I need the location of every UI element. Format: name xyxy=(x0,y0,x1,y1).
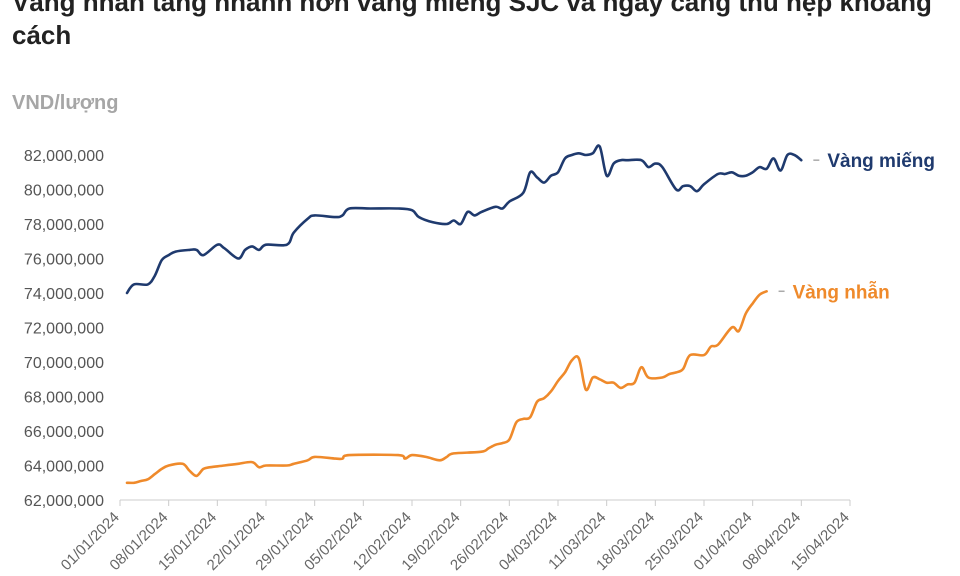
chart-title: Vàng nhẫn tăng nhanh hơn vàng miếng SJC … xyxy=(12,0,932,50)
series-lines xyxy=(125,144,803,485)
y-tick-label: 74,000,000 xyxy=(24,286,104,303)
y-unit-label: VND/lượng xyxy=(12,92,119,114)
series-line-1 xyxy=(125,290,768,485)
y-axis-ticks: 62,000,000 64,000,000 66,000,000 68,000,000… xyxy=(24,148,104,510)
y-tick-label: 66,000,000 xyxy=(24,424,104,441)
y-tick-label: 78,000,000 xyxy=(24,217,104,234)
y-tick-label: 70,000,000 xyxy=(24,355,104,372)
x-axis-ticks: 01/01/202408/01/202415/01/202422/01/2024… xyxy=(58,500,853,574)
y-tick-label: 62,000,000 xyxy=(24,493,104,510)
series-end-labels: Vàng miếng Vàng nhẫn xyxy=(778,151,935,303)
series-end-label: Vàng miếng xyxy=(827,151,935,172)
y-tick-label: 72,000,000 xyxy=(24,321,104,338)
y-tick-label: 82,000,000 xyxy=(24,148,104,165)
y-tick-label: 68,000,000 xyxy=(24,390,104,407)
series-end-label: Vàng nhẫn xyxy=(793,281,890,303)
y-tick-label: 64,000,000 xyxy=(24,459,104,476)
y-tick-label: 80,000,000 xyxy=(24,183,104,200)
series-line-0 xyxy=(125,144,803,295)
y-tick-label: 76,000,000 xyxy=(24,252,104,269)
